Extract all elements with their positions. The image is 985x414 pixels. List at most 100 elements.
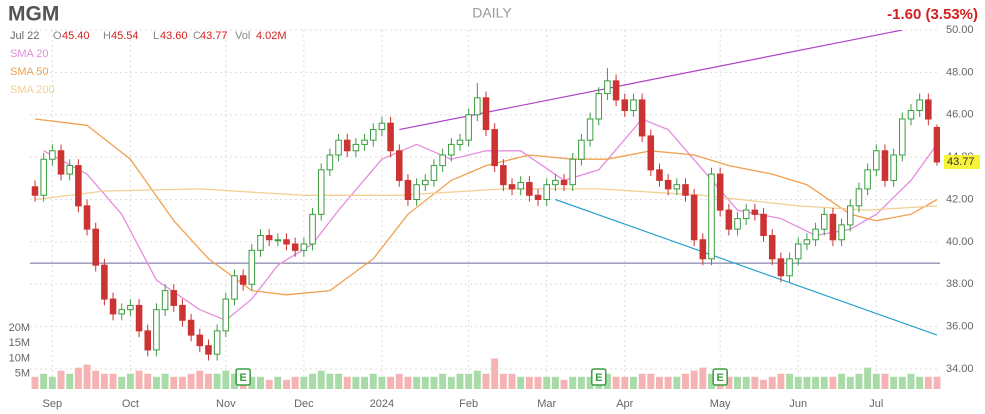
- legend-key: C: [193, 30, 201, 42]
- volume-bar: [447, 376, 455, 389]
- candle-body: [560, 179, 568, 186]
- candle-body: [448, 143, 455, 156]
- legend-value: 45.54: [111, 30, 139, 42]
- candle-body: [647, 135, 655, 171]
- candle-body: [161, 290, 169, 311]
- volume-bar: [898, 376, 906, 389]
- candle-body: [213, 330, 221, 355]
- volume-bar: [621, 376, 629, 389]
- volume-bar: [283, 379, 290, 389]
- volume-bar: [369, 373, 377, 389]
- candle-body: [135, 304, 143, 332]
- volume-bar: [152, 376, 160, 389]
- candle-body: [57, 150, 65, 175]
- candle-body: [413, 184, 420, 200]
- volume-bar: [777, 373, 785, 389]
- candle-body: [656, 169, 663, 181]
- volume-bar: [890, 376, 898, 389]
- candle-body: [855, 188, 863, 207]
- plot-area: [31, 30, 940, 361]
- volume-bar: [508, 373, 516, 389]
- candle-body: [543, 184, 550, 200]
- candle-body: [621, 99, 629, 112]
- volume-bar: [378, 376, 386, 389]
- volume-bar: [187, 373, 195, 389]
- candle-body: [500, 165, 507, 186]
- candle-body: [265, 235, 273, 241]
- x-tick-label: May: [710, 398, 731, 410]
- y-tick-label: 40.00: [946, 236, 974, 248]
- volume-bar: [395, 373, 403, 389]
- volume-tick-label: 10M: [9, 352, 30, 364]
- candle-body: [916, 99, 923, 112]
- candle-body: [430, 165, 438, 181]
- candle-body: [465, 114, 472, 141]
- volume-bar: [768, 376, 776, 389]
- candle-body: [474, 97, 481, 116]
- trendline: [555, 198, 938, 336]
- legend-value: 43.60: [160, 30, 188, 42]
- candle-body: [170, 290, 178, 306]
- y-tick-label: 46.00: [946, 109, 974, 121]
- candle-body: [101, 264, 108, 300]
- volume-bar: [647, 373, 655, 389]
- volume-tick-label: 15M: [9, 337, 30, 349]
- candle-body: [734, 218, 741, 230]
- volume-bar: [178, 376, 186, 389]
- volume-bar: [387, 376, 395, 389]
- candle-body: [248, 249, 256, 285]
- legend-entry: SMA 200: [10, 84, 55, 96]
- volume-bar: [31, 376, 39, 389]
- volume-bar: [534, 376, 542, 389]
- volume-bar: [569, 376, 577, 389]
- candle-body: [92, 228, 99, 266]
- candle-body: [925, 99, 932, 120]
- candle-body: [820, 213, 828, 230]
- candle-body: [422, 179, 429, 186]
- volume-bar: [812, 376, 820, 389]
- price-change: -1.60 (3.53%): [887, 6, 978, 23]
- candle-body: [361, 139, 368, 145]
- x-tick-label: Jun: [789, 398, 807, 410]
- candle-body: [40, 158, 47, 196]
- volume-bar: [40, 373, 48, 389]
- volume-bar: [456, 373, 464, 389]
- candle-body: [66, 165, 73, 175]
- volume-bar: [916, 376, 924, 389]
- volume-bar: [144, 373, 152, 389]
- volume-bar: [274, 376, 282, 389]
- candle-body: [343, 139, 351, 152]
- volume-bar: [699, 367, 707, 389]
- x-tick-label: Dec: [294, 398, 314, 410]
- x-tick-label: Feb: [459, 398, 478, 410]
- x-tick-label: Jul: [869, 398, 883, 410]
- candle-body: [508, 184, 516, 190]
- x-tick-label: Apr: [616, 398, 633, 410]
- volume-bar: [881, 373, 889, 389]
- event-marker: [712, 368, 728, 386]
- legend-date: Jul 22: [10, 30, 39, 42]
- legend-value: 4.02M: [256, 30, 287, 42]
- volume-bar: [404, 376, 412, 389]
- candle-body: [118, 309, 126, 315]
- candle-body: [300, 243, 308, 251]
- candle-body: [890, 154, 897, 181]
- candle-body: [552, 179, 559, 186]
- candle-body: [699, 239, 707, 260]
- candle-body: [899, 118, 906, 156]
- event-label: E: [595, 372, 602, 384]
- sma-line: [43, 118, 938, 322]
- volume-bar: [872, 373, 880, 389]
- event-label: E: [239, 372, 246, 384]
- candle-body: [439, 154, 446, 167]
- volume-tick-label: 20M: [9, 322, 30, 334]
- candle-body: [604, 80, 611, 95]
- volume-bar: [83, 364, 91, 389]
- candle-body: [75, 165, 82, 207]
- candle-body: [352, 143, 360, 152]
- volume-bar: [118, 376, 126, 389]
- volume-bar: [465, 373, 473, 389]
- volume-bar: [629, 376, 637, 389]
- candle-body: [638, 99, 646, 137]
- candle-body: [491, 129, 498, 167]
